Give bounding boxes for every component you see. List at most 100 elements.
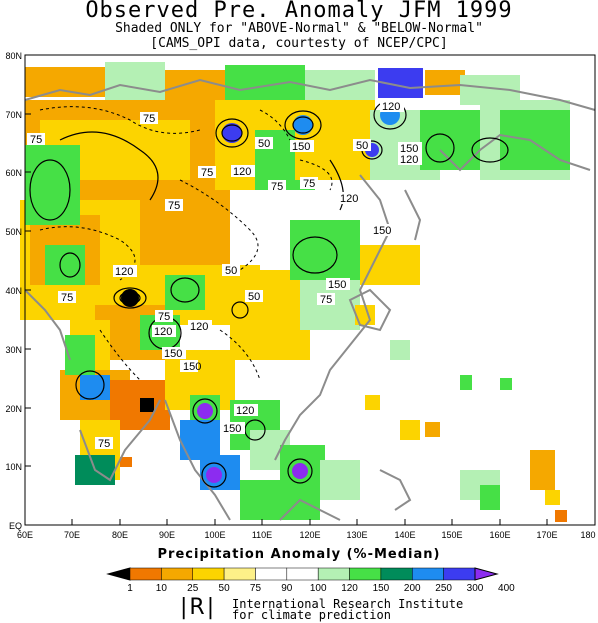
contour-label: 150 [290,140,314,153]
svg-text:50: 50 [356,140,368,152]
contour-label: 75 [58,291,76,304]
x-tick-label: 160E [489,530,510,540]
colorbar-arrow-high [474,567,499,581]
x-tick-label: 150E [441,530,462,540]
contour-label: 150 [221,422,245,435]
colorbar-swatch [129,567,162,581]
contour-label: 75 [268,180,286,193]
svg-text:50: 50 [258,138,270,150]
colorbar-label: 150 [373,583,390,594]
svg-text:150: 150 [183,361,201,373]
x-tick-label: 170E [536,530,557,540]
y-tick-label: 80N [5,51,22,61]
colorbar-label: 25 [187,583,199,594]
iri-logo: |R| [180,595,217,620]
svg-text:120: 120 [382,101,400,113]
svg-text:150: 150 [292,141,310,153]
y-tick-label: 30N [5,345,22,355]
contour-label: 120 [398,153,422,166]
svg-text:120: 120 [115,266,133,278]
x-tick-label: 80E [112,530,128,540]
colorbar-label: 120 [341,583,358,594]
y-tick-labels: 80N 70N 60N 50N 40N 30N 20N 10N EQ [5,51,22,531]
contour-label: 120 [152,325,176,338]
svg-text:120: 120 [190,321,208,333]
y-tick-label: EQ [9,521,22,531]
colorbar-swatch [223,567,256,581]
contour-label: 120 [380,100,404,113]
svg-text:75: 75 [271,181,283,193]
colorbar-label: 200 [404,583,421,594]
colorbar-label: 1 [127,583,133,594]
contour-label: 120 [113,265,137,278]
y-tick-label: 40N [5,286,22,296]
svg-text:150: 150 [223,423,241,435]
contour-label: 120 [234,404,258,417]
colorbar-title: Precipitation Anomaly (%-Median) [157,547,441,562]
contour-label: 50 [353,139,371,152]
contour-label: 150 [371,224,395,237]
svg-text:150: 150 [328,279,346,291]
x-tick-label: 180 [580,530,595,540]
contour-label: 50 [255,137,273,150]
svg-text:120: 120 [233,166,251,178]
colorbar-swatch [317,567,350,581]
y-tick-label: 70N [5,110,22,120]
colorbar-arrow-low [106,567,131,581]
colorbar-swatch [443,567,476,581]
x-tick-label: 70E [64,530,80,540]
y-tick-label: 50N [5,227,22,237]
contour-label: 75 [140,112,158,125]
contour-label: 50 [245,290,263,303]
colorbar-swatch [286,567,319,581]
colorbar-swatch [412,567,444,581]
svg-text:75: 75 [168,200,180,212]
contour-label: 150 [326,278,350,291]
contour-label: 75 [95,437,113,450]
map-subtitle-shading: Shaded ONLY for "ABOVE-Normal" & "BELOW-… [115,21,483,36]
colorbar-swatch [255,567,288,581]
iri-footer: |R| International Research Institute for… [180,595,598,623]
x-tick-label: 60E [17,530,33,540]
svg-text:150: 150 [164,348,182,360]
colorbar-label: 250 [435,583,452,594]
contour-label: 75 [27,133,45,146]
iri-name-line1: International Research Institute [232,597,464,611]
contour-label: 150 [162,347,186,360]
contour-label: 75 [300,177,318,190]
y-tick-label: 60N [5,168,22,178]
svg-text:75: 75 [98,438,110,450]
x-tick-label: 100E [204,530,225,540]
contour-label: 120 [188,320,212,333]
svg-text:75: 75 [201,167,213,179]
svg-text:150: 150 [373,225,391,237]
colorbar: 1 10 25 50 75 90 100 120 150 200 250 300 400 [106,567,515,594]
contour-label: 75 [165,199,183,212]
x-tick-label: 130E [346,530,367,540]
svg-text:75: 75 [143,113,155,125]
svg-text:75: 75 [30,134,42,146]
colorbar-label: 100 [310,583,327,594]
map-title: Observed Pre. Anomaly JFM 1999 [85,0,513,23]
iri-name-line2: for climate prediction [232,608,391,622]
svg-text:50: 50 [225,265,237,277]
contour-label: 150 [398,142,422,155]
svg-text:120: 120 [340,193,358,205]
colorbar-label: 10 [156,583,168,594]
colorbar-label: 75 [250,583,262,594]
x-tick-label: 90E [159,530,175,540]
colorbar-label: 90 [281,583,293,594]
contour-label: 120 [338,192,362,205]
colorbar-label: 300 [467,583,484,594]
x-tick-label: 110E [252,530,272,540]
contour-label: 75 [155,310,173,323]
contour-label: 120 [231,165,255,178]
svg-text:75: 75 [320,294,332,306]
svg-text:150: 150 [400,143,418,155]
axis-ticks [25,54,548,525]
contour-label: 75 [317,293,335,306]
contour-label: 50 [222,264,240,277]
svg-text:50: 50 [248,291,260,303]
colorbar-label: 50 [219,583,231,594]
